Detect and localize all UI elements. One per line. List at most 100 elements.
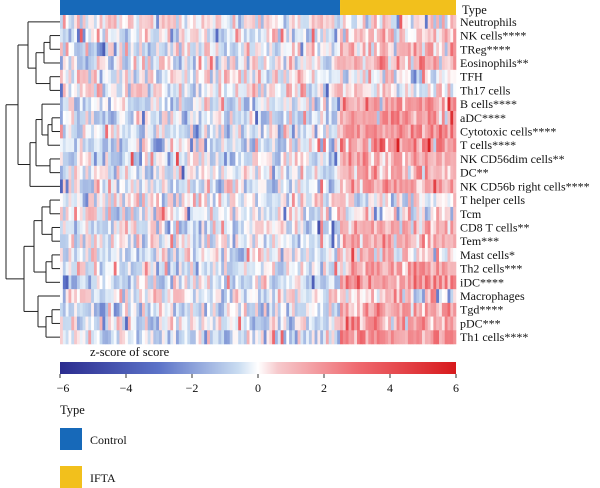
heatmap-cell [116, 179, 120, 194]
heatmap-cell [376, 302, 380, 317]
heatmap-cell [113, 83, 117, 98]
heatmap-cell [439, 275, 443, 290]
heatmap-cell [125, 152, 129, 167]
heatmap-cell [76, 15, 81, 30]
heatmap-cell [173, 316, 177, 331]
heatmap-cell [110, 42, 115, 57]
heatmap-cell [224, 275, 228, 290]
heatmap-cell [357, 330, 361, 345]
heatmap-cell [249, 56, 253, 71]
heatmap-cell [393, 56, 397, 71]
heatmap-cell [379, 124, 383, 139]
heatmap-cell [252, 110, 256, 125]
heatmap-cell [122, 275, 126, 290]
heatmap-cell [371, 110, 375, 125]
heatmap-cell [96, 28, 100, 43]
heatmap-cell [373, 193, 378, 208]
heatmap-cell [427, 152, 431, 167]
heatmap-cell [328, 302, 332, 317]
heatmap-cell [82, 330, 86, 345]
heatmap-cell [300, 193, 304, 208]
heatmap-cell [243, 152, 247, 167]
heatmap-cell [405, 275, 409, 290]
heatmap-cell [433, 124, 437, 139]
heatmap-cell [427, 206, 431, 221]
heatmap-cell [320, 206, 324, 221]
heatmap-cell [354, 234, 358, 249]
heatmap-cell [249, 42, 253, 57]
heatmap-cell [209, 261, 214, 276]
heatmap-cell [235, 152, 239, 167]
heatmap-cell [139, 179, 143, 194]
heatmap-cell [399, 152, 403, 167]
heatmap-cell [308, 69, 313, 84]
heatmap-cell [379, 289, 383, 304]
heatmap-cell [277, 179, 281, 194]
heatmap-cell [396, 275, 400, 290]
heatmap-cell [294, 69, 298, 84]
heatmap-cell [439, 330, 443, 345]
heatmap-cell [62, 206, 66, 221]
heatmap-cell [130, 248, 134, 263]
heatmap-cell [433, 289, 437, 304]
heatmap-cell [294, 275, 298, 290]
heatmap-cell [108, 179, 112, 194]
heatmap-cell [416, 206, 420, 221]
heatmap-cell [175, 138, 180, 153]
heatmap-cell [62, 97, 66, 112]
heatmap-cell [170, 289, 174, 304]
heatmap-cell [153, 69, 157, 84]
heatmap-cell [371, 220, 375, 235]
heatmap-cell [184, 316, 188, 331]
heatmap-cell [74, 220, 78, 235]
heatmap-cell [167, 15, 171, 30]
heatmap-cell [65, 275, 69, 290]
heatmap-cell [127, 261, 132, 276]
heatmap-cell [393, 289, 397, 304]
heatmap-cell [198, 28, 202, 43]
heatmap-cell [175, 248, 180, 263]
heatmap-cell [215, 248, 219, 263]
heatmap-cell [82, 83, 86, 98]
heatmap-cell [362, 97, 366, 112]
heatmap-cell [453, 28, 457, 43]
heatmap-cell [91, 261, 95, 276]
heatmap-cell [195, 289, 199, 304]
heatmap-cell [410, 206, 414, 221]
heatmap-cell [416, 220, 420, 235]
heatmap-cell [399, 193, 403, 208]
heatmap-cell [269, 152, 273, 167]
heatmap-cell [108, 15, 112, 30]
heatmap-cell [342, 28, 346, 43]
heatmap-cell [422, 97, 426, 112]
heatmap-cell [263, 275, 267, 290]
heatmap-cell [424, 56, 429, 71]
heatmap-cell [226, 193, 231, 208]
heatmap-cell [133, 83, 137, 98]
heatmap-cell [207, 316, 211, 331]
heatmap-cell [308, 138, 313, 153]
heatmap-cell [255, 261, 259, 276]
heatmap-cell [93, 220, 98, 235]
heatmap-cell [345, 261, 349, 276]
heatmap-cell [85, 261, 89, 276]
heatmap-cell [320, 193, 324, 208]
heatmap-cell [204, 165, 208, 180]
heatmap-cell [399, 42, 403, 57]
heatmap-cell [122, 302, 126, 317]
heatmap-cell [113, 42, 117, 57]
heatmap-cell [99, 248, 103, 263]
heatmap-cell [368, 42, 372, 57]
heatmap-cell [65, 56, 69, 71]
heatmap-cell [328, 97, 332, 112]
heatmap-cell [303, 56, 307, 71]
heatmap-cell [226, 302, 231, 317]
heatmap-cell [258, 15, 262, 30]
heatmap-cell [303, 261, 307, 276]
heatmap-cell [444, 330, 448, 345]
heatmap-cell [224, 302, 228, 317]
heatmap-cell [430, 152, 434, 167]
heatmap-cell [379, 206, 383, 221]
heatmap-cell [246, 56, 250, 71]
